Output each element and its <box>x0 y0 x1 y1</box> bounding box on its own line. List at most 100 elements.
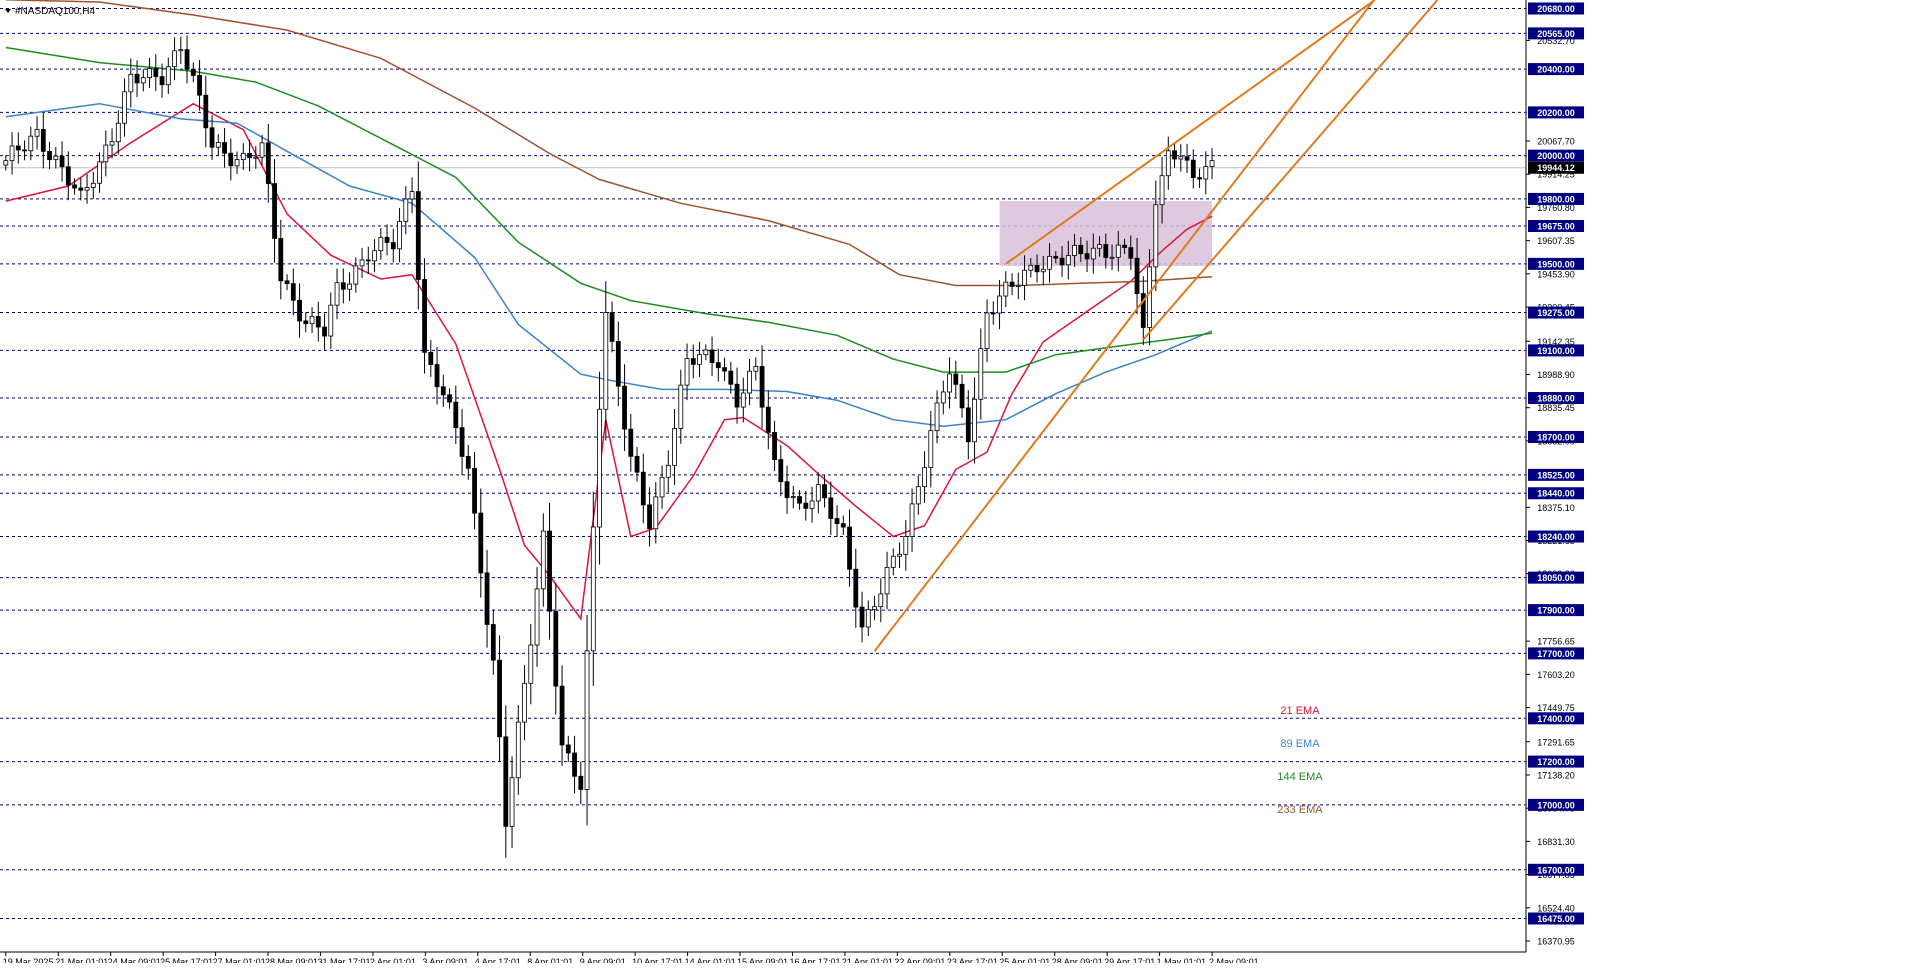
bear-candle <box>22 149 27 152</box>
bull-candle <box>697 354 702 365</box>
bear-candle <box>290 283 296 301</box>
time-tick-label: 25 Apr 01:01 <box>999 957 1050 963</box>
ema-line <box>5 46 1213 373</box>
level-badge-label: 20565.00 <box>1537 29 1575 39</box>
level-badge-label: 19675.00 <box>1537 221 1575 231</box>
level-badge-label: 19500.00 <box>1537 259 1575 269</box>
bear-candle <box>184 49 190 70</box>
time-tick-label: 24 Mar 09:01 <box>108 957 161 963</box>
bear-candle <box>247 152 252 159</box>
bear-candle <box>447 394 452 403</box>
bear-candle <box>1128 247 1134 259</box>
bull-candle <box>1040 268 1046 273</box>
bull-candle <box>665 464 671 478</box>
level-badge-label: 17000.00 <box>1537 800 1575 810</box>
bull-candle <box>753 366 759 372</box>
level-badge <box>1528 2 1584 15</box>
bear-candle <box>784 481 790 499</box>
bull-candle <box>409 191 415 200</box>
bear-candle <box>772 432 777 461</box>
level-badge <box>1528 306 1584 319</box>
bear-candle <box>478 512 484 574</box>
bear-candle <box>72 184 77 189</box>
bull-candle <box>878 593 884 608</box>
bull-candle <box>1097 244 1102 249</box>
bull-candle <box>890 555 896 568</box>
bull-candle <box>53 155 59 161</box>
bull-candle <box>597 408 602 528</box>
price-tick-label: 17756.65 <box>1537 637 1575 647</box>
bull-candle <box>109 141 115 146</box>
bear-candle <box>203 94 209 129</box>
bull-candle <box>934 402 940 432</box>
bull-candle <box>1115 244 1121 258</box>
bull-candle <box>815 484 821 502</box>
time-tick-label: 8 Apr 01:01 <box>527 957 573 963</box>
bull-candle <box>909 503 915 537</box>
bear-candle <box>384 236 390 243</box>
bull-candle <box>253 156 259 159</box>
bear-candle <box>759 366 765 408</box>
time-tick-label: 3 Apr 09:01 <box>422 957 468 963</box>
bull-candle <box>528 644 534 684</box>
bull-candle <box>1159 175 1165 206</box>
bull-candle <box>309 316 315 325</box>
level-badge-label: 17900.00 <box>1537 606 1575 616</box>
bear-candle <box>284 280 290 285</box>
bear-candle <box>209 127 215 148</box>
level-badge-label: 18700.00 <box>1537 432 1575 442</box>
bull-candle <box>1109 256 1115 259</box>
bull-candle <box>915 486 921 505</box>
bear-candle <box>1134 257 1140 294</box>
bull-candle <box>397 220 402 250</box>
bear-candle <box>484 572 490 625</box>
bear-candle <box>547 530 552 612</box>
bull-candle <box>172 50 177 68</box>
bull-candle <box>84 187 90 191</box>
bear-candle <box>490 624 496 661</box>
price-tick-label: 20067.70 <box>1537 137 1575 147</box>
price-tick-label: 17449.75 <box>1537 703 1575 713</box>
window-title: #NASDAQ100,H4 <box>5 6 95 17</box>
bull-candle <box>1147 266 1152 328</box>
bear-candle <box>609 312 615 342</box>
bear-candle <box>728 370 734 385</box>
bear-candle <box>965 407 971 443</box>
bear-candle <box>622 385 627 430</box>
bear-candle <box>422 279 427 353</box>
price-axis: 20532.70 20067.70 19914.25 19760.80 19607.35… <box>0 0 1584 953</box>
bull-candle <box>522 682 527 723</box>
level-badge <box>1528 604 1584 617</box>
time-tick-label: 28 Mar 09:01 <box>265 957 318 963</box>
bear-candle <box>778 459 784 483</box>
price-tick-label: 20532.70 <box>1537 36 1575 46</box>
bear-candle <box>1184 156 1190 161</box>
legend-label: 21 EMA <box>1280 705 1320 717</box>
bull-candle <box>1003 281 1009 297</box>
level-badge <box>1528 647 1584 660</box>
level-badge-label: 20680.00 <box>1537 4 1575 14</box>
bull-candle <box>903 536 909 555</box>
level-badge-label: 20000.00 <box>1537 151 1575 161</box>
triangle-down-icon[interactable] <box>5 9 11 13</box>
level-badge-label: 16700.00 <box>1537 865 1575 875</box>
level-badge <box>1528 106 1584 119</box>
level-badge <box>1528 487 1584 500</box>
price-tick-label: 17603.20 <box>1537 670 1575 680</box>
bull-candle <box>240 152 246 161</box>
bear-candle <box>1009 281 1015 287</box>
trend-line <box>1005 0 1376 265</box>
level-badge <box>1528 219 1584 232</box>
bull-candle <box>884 566 890 595</box>
bear-candle <box>59 155 65 168</box>
bull-candle <box>603 312 609 410</box>
ema-legend: 21 EMA 89 EMA 144 EMA 233 EMA <box>1277 705 1323 816</box>
bull-candle <box>928 430 934 469</box>
bear-candle <box>322 326 327 337</box>
bear-candle <box>472 467 477 514</box>
bear-candle <box>803 502 809 509</box>
bear-candle <box>628 428 634 457</box>
bull-candle <box>584 650 590 790</box>
